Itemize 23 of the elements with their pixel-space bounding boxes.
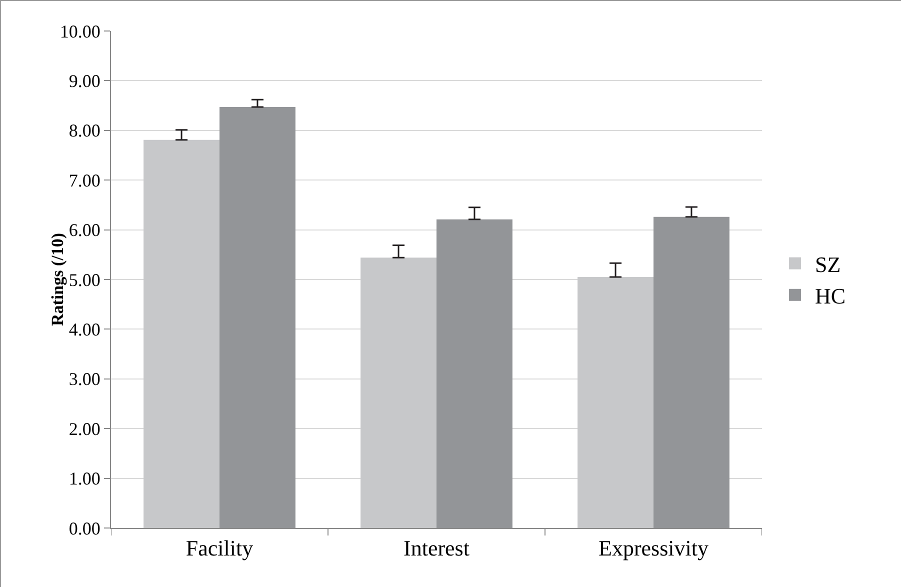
y-tick-label: 9.00 [68,71,100,91]
y-tick-label: 0.00 [68,518,100,538]
legend-label: SZ [815,252,841,277]
legend-label: HC [815,283,846,308]
bar [144,140,220,528]
y-tick-label: 1.00 [68,468,100,489]
y-tick-label: 7.00 [68,170,100,190]
x-tick-label: Facility [186,535,254,560]
y-tick-label: 2.00 [68,418,100,439]
bar [360,258,436,528]
y-tick-label: 10.00 [60,21,100,42]
y-tick-label: 6.00 [68,220,100,240]
x-tick-label: Interest [404,535,470,560]
bar [654,216,730,528]
y-axis-title: Ratings (/10) [48,232,67,326]
y-tick-label: 3.00 [68,369,100,390]
y-tick-label: 4.00 [68,320,100,340]
bar [578,277,654,528]
y-tick-label: 5.00 [68,270,100,290]
bar [436,219,512,528]
x-tick-label: Expressivity [598,535,708,560]
y-tick-label: 8.00 [68,120,100,141]
bar [220,107,296,528]
